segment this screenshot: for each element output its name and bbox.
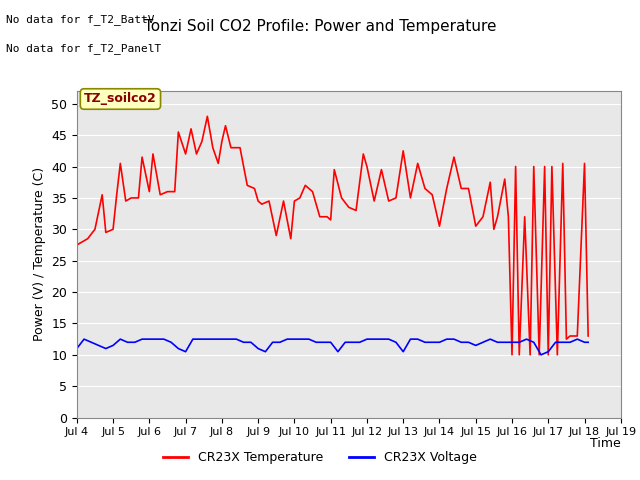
Legend: CR23X Temperature, CR23X Voltage: CR23X Temperature, CR23X Voltage <box>159 446 481 469</box>
Text: TZ_soilco2: TZ_soilco2 <box>84 93 157 106</box>
Text: Tonzi Soil CO2 Profile: Power and Temperature: Tonzi Soil CO2 Profile: Power and Temper… <box>144 19 496 34</box>
Text: Time: Time <box>590 437 621 450</box>
Text: No data for f_T2_PanelT: No data for f_T2_PanelT <box>6 43 162 54</box>
Y-axis label: Power (V) / Temperature (C): Power (V) / Temperature (C) <box>33 168 45 341</box>
Text: No data for f_T2_BattV: No data for f_T2_BattV <box>6 14 155 25</box>
